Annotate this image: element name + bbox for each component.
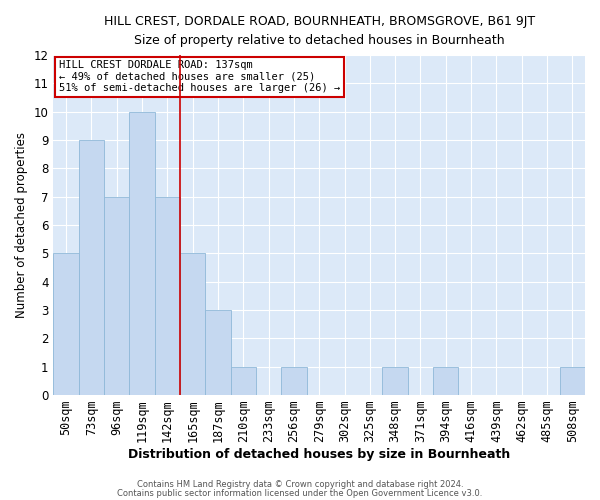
Bar — [560, 366, 585, 395]
Bar — [79, 140, 104, 395]
Bar — [180, 254, 205, 395]
Y-axis label: Number of detached properties: Number of detached properties — [15, 132, 28, 318]
Bar — [104, 196, 130, 395]
Text: Contains public sector information licensed under the Open Government Licence v3: Contains public sector information licen… — [118, 488, 482, 498]
Bar — [281, 366, 307, 395]
Bar — [205, 310, 230, 395]
Text: HILL CREST DORDALE ROAD: 137sqm
← 49% of detached houses are smaller (25)
51% of: HILL CREST DORDALE ROAD: 137sqm ← 49% of… — [59, 60, 340, 94]
Bar — [433, 366, 458, 395]
Title: HILL CREST, DORDALE ROAD, BOURNHEATH, BROMSGROVE, B61 9JT
Size of property relat: HILL CREST, DORDALE ROAD, BOURNHEATH, BR… — [104, 15, 535, 47]
Bar — [53, 254, 79, 395]
X-axis label: Distribution of detached houses by size in Bournheath: Distribution of detached houses by size … — [128, 448, 511, 461]
Bar — [130, 112, 155, 395]
Bar — [230, 366, 256, 395]
Text: Contains HM Land Registry data © Crown copyright and database right 2024.: Contains HM Land Registry data © Crown c… — [137, 480, 463, 489]
Bar — [155, 196, 180, 395]
Bar — [382, 366, 408, 395]
